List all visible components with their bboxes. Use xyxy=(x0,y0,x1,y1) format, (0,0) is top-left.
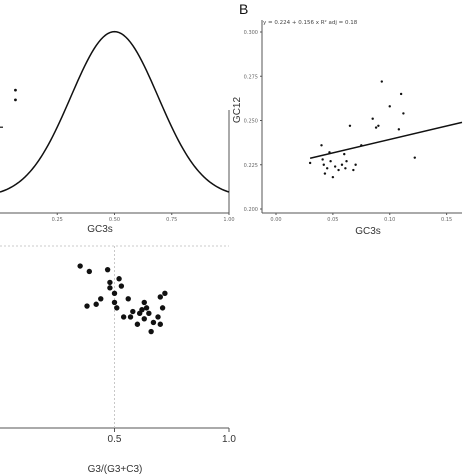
panel-c-point xyxy=(148,328,154,335)
panel-b-x-tick-label: 0.05 xyxy=(327,217,338,223)
panel-a-x-tick-label: 1.00 xyxy=(223,217,234,223)
panel-b-point xyxy=(329,160,332,163)
panel-b-letter: B xyxy=(239,1,248,17)
panel-c-point xyxy=(86,268,93,275)
panel-c-point xyxy=(157,321,163,327)
panel-b-point xyxy=(320,144,323,147)
panel-b-y-tick-label: 0.300 xyxy=(244,30,258,36)
panel-b-y-tick-label: 0.275 xyxy=(244,74,258,80)
panel-a-x-tick-label: 0.75 xyxy=(166,217,177,223)
panel-c-point xyxy=(155,314,161,320)
panel-a-point xyxy=(14,88,17,92)
panel-b-point xyxy=(360,144,363,147)
panel-c-point xyxy=(98,296,104,302)
panel-c: 0.5 1.0 G3/(G3+C3) xyxy=(0,245,236,474)
panel-b-point xyxy=(371,117,374,120)
panel-b-point xyxy=(374,126,378,129)
panel-c-point xyxy=(107,279,113,286)
panel-c-point xyxy=(114,305,120,311)
panel-c-point xyxy=(125,296,131,302)
panel-c-point xyxy=(143,305,150,311)
panel-c-point xyxy=(150,319,157,326)
panel-c-point xyxy=(104,266,111,273)
panel-b-point xyxy=(323,172,327,175)
panel-b-y-tick-label: 0.250 xyxy=(244,119,258,125)
panel-b-point xyxy=(321,158,324,161)
panel-c-point xyxy=(141,316,147,322)
panel-b-point xyxy=(348,124,352,128)
panel-b-y-axis-label: GC12 xyxy=(232,97,243,124)
panel-b-point xyxy=(337,168,340,172)
panel-a: 0.25 0.50 0.75 1.00 GC3s xyxy=(0,30,235,235)
panel-b-x-tick-label: 0.15 xyxy=(441,217,452,223)
panel-b-point xyxy=(413,156,416,159)
panel-b-x-tick-label: 0.00 xyxy=(270,217,281,223)
panel-b-point xyxy=(331,175,335,179)
panel-b-point xyxy=(402,112,405,115)
panel-c-point xyxy=(93,301,99,307)
panel-c-point xyxy=(107,285,113,291)
panel-c-point xyxy=(127,314,134,320)
panel-c-x-ticks: 0.5 1.0 xyxy=(108,428,236,445)
panel-b-point xyxy=(325,167,329,170)
panel-b-point xyxy=(399,92,403,96)
panel-b-point xyxy=(340,163,344,166)
panel-c-x-axis-label: G3/(G3+C3) xyxy=(88,464,143,474)
panel-b-point xyxy=(328,151,331,154)
panel-a-x-axis-label: GC3s xyxy=(87,224,113,235)
panel-c-point xyxy=(111,290,118,297)
panel-b-y-tick-label: 0.200 xyxy=(244,207,258,213)
panel-a-point xyxy=(14,98,17,102)
panel-c-point xyxy=(162,290,168,297)
panel-b-point xyxy=(388,105,391,108)
panel-b-y-ticks: 0.200 0.225 0.250 0.275 0.300 xyxy=(244,30,262,213)
panel-c-point xyxy=(84,303,90,309)
panel-b-point xyxy=(345,160,348,163)
panel-c-x-tick-label: 0.5 xyxy=(108,434,122,445)
panel-a-x-ticks: 0.25 0.50 0.75 1.00 xyxy=(52,213,235,223)
panel-a-expected-curve xyxy=(0,30,230,193)
panel-b-regression-line xyxy=(309,121,463,159)
panel-c-point xyxy=(139,307,145,313)
panel-a-axes xyxy=(0,110,230,214)
panel-c-point xyxy=(77,263,83,269)
panel-b-y-tick-label: 0.225 xyxy=(244,163,258,169)
panel-c-point xyxy=(159,305,166,311)
panel-a-points xyxy=(0,88,17,128)
panel-c-point xyxy=(111,299,118,306)
panel-b-axes xyxy=(261,20,462,214)
panel-b-point xyxy=(344,167,347,170)
panel-c-point xyxy=(130,308,136,315)
panel-b-point xyxy=(308,161,312,165)
panel-b-x-tick-label: 0.10 xyxy=(384,217,395,223)
panel-b-point xyxy=(377,124,380,128)
panel-c-point xyxy=(118,283,125,289)
panel-b: B 0.200 0.225 0.250 0.275 0.300 0.00 0.05 0.10… xyxy=(232,1,463,237)
panel-b-point xyxy=(343,152,346,156)
panel-c-point xyxy=(157,294,163,300)
panel-c-point xyxy=(141,299,147,306)
panel-a-x-tick-label: 0.50 xyxy=(109,217,120,223)
panel-b-equation: y = 0.224 + 0.156 x R² adj = 0.18 xyxy=(263,19,358,26)
panel-c-point xyxy=(120,314,127,320)
panel-b-x-axis-label: GC3s xyxy=(355,226,381,237)
panel-a-x-tick-label: 0.25 xyxy=(52,217,63,223)
panel-c-point xyxy=(146,310,152,317)
panel-b-x-ticks: 0.00 0.05 0.10 0.15 xyxy=(270,213,452,223)
panel-b-points xyxy=(308,80,416,179)
panel-c-points xyxy=(77,263,168,335)
panel-b-point xyxy=(352,168,355,172)
panel-c-point xyxy=(116,276,122,282)
panel-b-point xyxy=(354,163,357,166)
panel-b-point xyxy=(333,165,337,168)
panel-c-x-tick-label: 1.0 xyxy=(222,434,236,445)
panel-b-point xyxy=(397,128,401,131)
panel-b-point xyxy=(322,163,325,166)
panel-c-point xyxy=(134,321,141,327)
panel-b-point xyxy=(380,80,383,83)
